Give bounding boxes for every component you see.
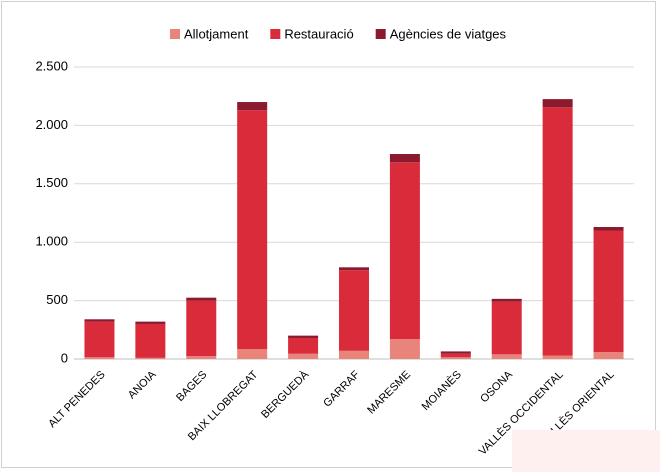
legend-swatch: [270, 29, 281, 39]
bar-segment: [440, 351, 471, 354]
legend-swatch: [170, 29, 180, 39]
bar-segment: [339, 270, 369, 351]
legend-label: Agències de viatges: [390, 26, 507, 41]
legend-label: Allotjament: [184, 26, 249, 41]
bar-segment: [389, 162, 420, 340]
bar-segment: [288, 353, 319, 359]
bar-segment: [440, 353, 471, 358]
y-tick-label: 1.500: [35, 175, 68, 190]
bar-segment: [593, 351, 624, 359]
bar-segment: [440, 357, 471, 359]
bar-segment: [84, 357, 115, 359]
bar-segment: [339, 350, 369, 359]
bar-segment: [135, 321, 166, 324]
bar-segment: [389, 339, 420, 359]
bar-segment: [288, 337, 319, 354]
bar-segment: [84, 321, 115, 358]
bar-segment: [237, 102, 268, 111]
y-tick-label: 1.000: [35, 234, 68, 249]
overlay-box: [512, 430, 660, 472]
bar-segment: [135, 323, 166, 358]
bar-segment: [186, 356, 217, 359]
bar-segment: [491, 301, 522, 355]
y-tick-label: 0: [61, 350, 68, 365]
bar-segment: [542, 355, 573, 359]
bar-segment: [593, 227, 624, 231]
bar-segment: [593, 230, 624, 352]
bar-segment: [542, 99, 573, 108]
bar-segment: [491, 298, 522, 302]
bar-segment: [135, 357, 166, 359]
y-tick-label: 2.000: [35, 117, 68, 132]
bar-segment: [491, 354, 522, 359]
legend-swatch: [375, 29, 386, 39]
y-tick-label: 500: [46, 292, 68, 307]
bar-segment: [186, 300, 217, 357]
bar-segment: [288, 335, 319, 338]
bar-segment: [542, 107, 573, 356]
legend-label: Restauració: [284, 26, 353, 41]
bar-segment: [389, 154, 420, 163]
y-tick-label: 2.500: [35, 58, 68, 73]
bar-segment: [186, 297, 217, 301]
bar-segment: [237, 349, 268, 359]
bar-segment: [339, 267, 369, 271]
bar-segment: [84, 319, 115, 322]
bar-segment: [237, 110, 268, 350]
